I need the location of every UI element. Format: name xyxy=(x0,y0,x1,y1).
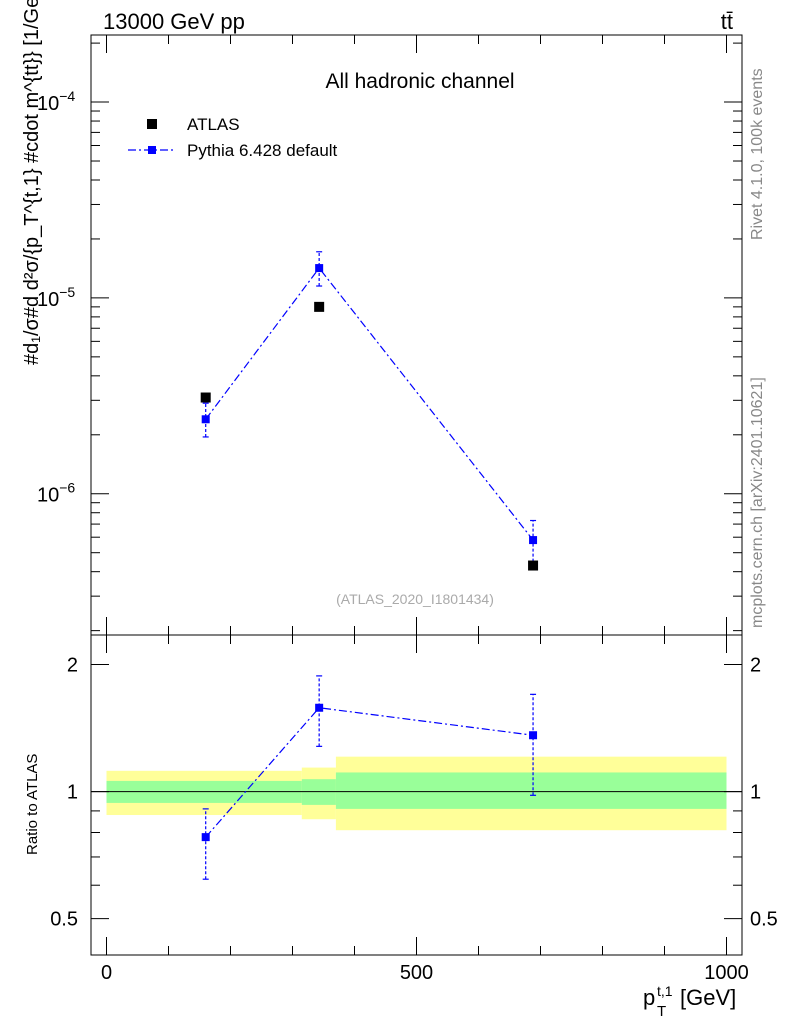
ratio-marks xyxy=(201,675,538,880)
legend: ATLAS Pythia 6.428 default xyxy=(128,115,338,160)
header-right: tt̄ xyxy=(721,9,733,34)
ratio-panel: Ratio to ATLAS 0.5 0.5 1 1 2 2 0 500 1000 xyxy=(24,634,778,984)
header-left: 13000 GeV pp xyxy=(103,9,245,34)
ratio-point xyxy=(201,833,210,842)
ratio-y-tick-label-left: 0.5 xyxy=(50,909,78,931)
ratio-ticks: 0.5 0.5 1 1 2 2 0 500 1000 xyxy=(50,635,778,984)
ratio-point xyxy=(529,731,538,740)
atlas-point xyxy=(528,560,539,571)
main-ticks: 10−4 10−5 10−6 xyxy=(37,35,742,635)
pythia-point xyxy=(529,536,538,545)
main-y-tick-label: 10−6 xyxy=(37,480,75,507)
ratio-band-inner xyxy=(335,772,727,809)
y-axis-label-text: #d₁/σ#d d²σ/{p_T^{t,1} #cdot m^{tt}} [1/… xyxy=(21,0,43,365)
legend-atlas-marker xyxy=(147,119,157,129)
atlas-point xyxy=(314,301,325,312)
atlas-point xyxy=(200,392,211,403)
ratio-y-tick-label-left: 1 xyxy=(67,782,78,804)
ratio-y-tick-label-right: 1 xyxy=(750,782,761,804)
side-label-rivet: Rivet 4.1.0, 100k events xyxy=(749,68,766,240)
y-axis-label: #d₁/σ#d d²σ/{p_T^{t,1} #cdot m^{tt}} [1/… xyxy=(21,0,43,365)
main-panel: All hadronic channel (ATLAS_2020_I180143… xyxy=(21,0,743,636)
side-label-mcplots: mcplots.cern.ch [arXiv:2401.10621] xyxy=(749,377,766,628)
pythia-point xyxy=(315,264,324,273)
legend-pythia-label: Pythia 6.428 default xyxy=(187,141,338,160)
legend-atlas-label: ATLAS xyxy=(187,115,240,134)
legend-pythia-marker xyxy=(148,146,156,154)
ratio-point xyxy=(315,703,324,712)
main-y-tick-label: 10−4 xyxy=(37,88,75,115)
x-axis-label-unit: [GeV] xyxy=(680,985,736,1010)
ratio-y-tick-label-right: 2 xyxy=(750,655,761,677)
watermark: (ATLAS_2020_I1801434) xyxy=(336,591,494,607)
x-tick-label: 0 xyxy=(101,962,112,984)
ratio-y-label: Ratio to ATLAS xyxy=(24,754,41,855)
ratio-y-tick-label-right: 0.5 xyxy=(750,909,778,931)
x-tick-label: 500 xyxy=(400,962,433,984)
x-axis-label: p T t,1 [GeV] xyxy=(643,983,736,1020)
x-axis-label-sub: T xyxy=(657,1003,666,1020)
ratio-y-tick-label-left: 2 xyxy=(67,655,78,677)
x-axis-label-p: p xyxy=(643,985,655,1010)
pythia-line xyxy=(205,267,534,541)
main-y-tick-label: 10−5 xyxy=(37,284,75,311)
ratio-y-label-text: Ratio to ATLAS xyxy=(24,754,41,855)
x-tick-label: 1000 xyxy=(704,962,749,984)
main-marks xyxy=(200,251,539,571)
chart-title: All hadronic channel xyxy=(325,70,514,93)
ratio-bands xyxy=(91,756,742,831)
x-axis-label-sup: t,1 xyxy=(657,983,673,999)
pythia-point xyxy=(201,415,210,424)
